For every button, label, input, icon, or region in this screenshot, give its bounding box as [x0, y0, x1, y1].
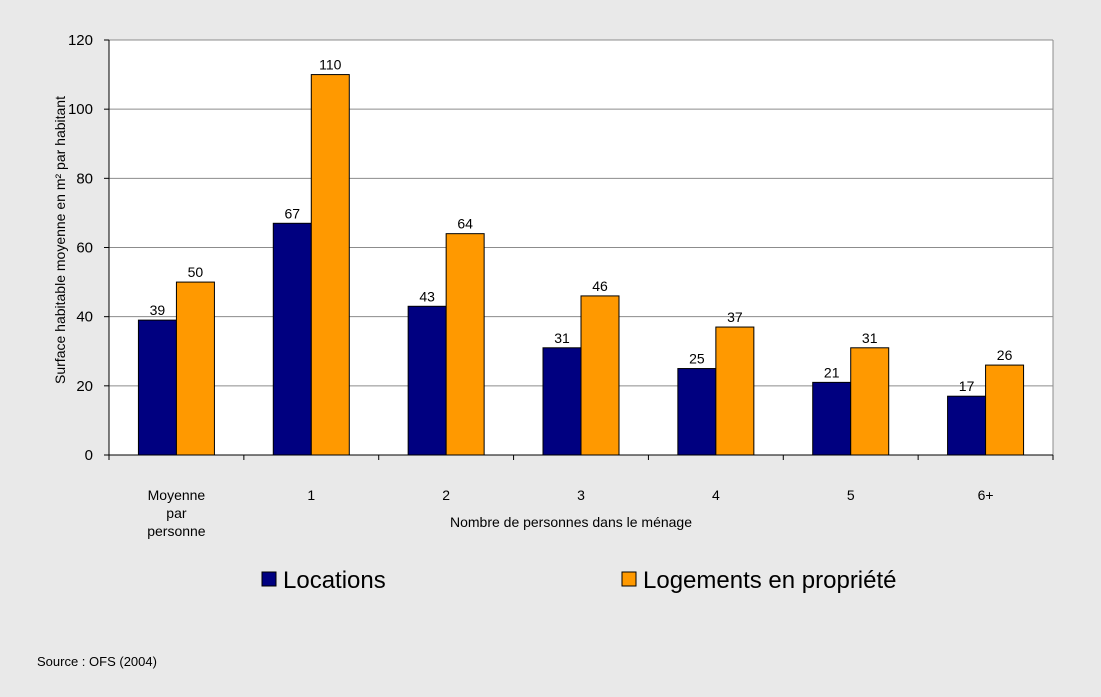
data-label: 26: [997, 347, 1013, 363]
x-tick-label: 1: [307, 487, 315, 503]
y-tick-label: 60: [76, 240, 93, 257]
data-label: 67: [284, 205, 300, 221]
x-tick-labels: Moyenne par personne 1 2 3 4 5 6+: [147, 487, 993, 539]
legend-swatch: [261, 571, 277, 587]
data-label: 17: [959, 378, 975, 394]
x-axis-title: Nombre de personnes dans le ménage: [450, 514, 692, 530]
bar: [542, 347, 582, 456]
legend-label: Logements en propriété: [643, 567, 897, 594]
data-label: 39: [150, 302, 166, 318]
x-tick-label: 5: [847, 487, 855, 503]
data-label: 64: [457, 216, 473, 232]
bar: [580, 295, 620, 456]
bar: [985, 364, 1025, 456]
data-label: 31: [862, 330, 878, 346]
data-label: 43: [419, 288, 435, 304]
y-tick-label: 20: [76, 378, 93, 395]
legend-label: Locations: [283, 567, 386, 594]
y-tick-label: 40: [76, 309, 93, 326]
bar: [407, 305, 447, 456]
x-tick-label: 2: [442, 487, 450, 503]
legend: Locations Logements en propriété: [261, 567, 897, 594]
x-tick-label: Moyenne par personne: [147, 487, 206, 539]
data-label: 50: [188, 264, 204, 280]
bar: [947, 395, 987, 456]
x-tick-label: 6+: [978, 487, 994, 503]
data-label: 31: [554, 330, 570, 346]
y-axis-title: Surface habitable moyenne en m² par habi…: [52, 96, 68, 384]
data-label: 21: [824, 364, 840, 380]
y-tick-labels: 0 20 40 60 80 100 120: [68, 32, 93, 464]
source-note: Source : OFS (2004): [37, 654, 157, 669]
y-tick-label: 100: [68, 101, 93, 118]
axes: [104, 39, 1054, 460]
bar: [445, 233, 485, 456]
bar: [812, 381, 852, 456]
data-label: 25: [689, 351, 705, 367]
data-label: 110: [319, 57, 342, 73]
bar: [850, 347, 890, 456]
y-tick-label: 80: [76, 170, 93, 187]
bar: [272, 222, 312, 456]
bar: [715, 326, 755, 456]
data-label: 37: [727, 309, 743, 325]
x-tick-label: 3: [577, 487, 585, 503]
bar: [310, 74, 350, 456]
y-tick-label: 120: [68, 32, 93, 49]
bar: [137, 319, 177, 456]
data-label: 46: [592, 278, 608, 294]
bar: [175, 281, 215, 456]
y-tick-label: 0: [85, 447, 93, 464]
x-tick-label: 4: [712, 487, 720, 503]
bar: [677, 368, 717, 456]
data-labels: 39 50 67 110 43 64 31 46 25 37 21 31 17 26: [150, 57, 1013, 395]
legend-swatch: [621, 571, 637, 587]
